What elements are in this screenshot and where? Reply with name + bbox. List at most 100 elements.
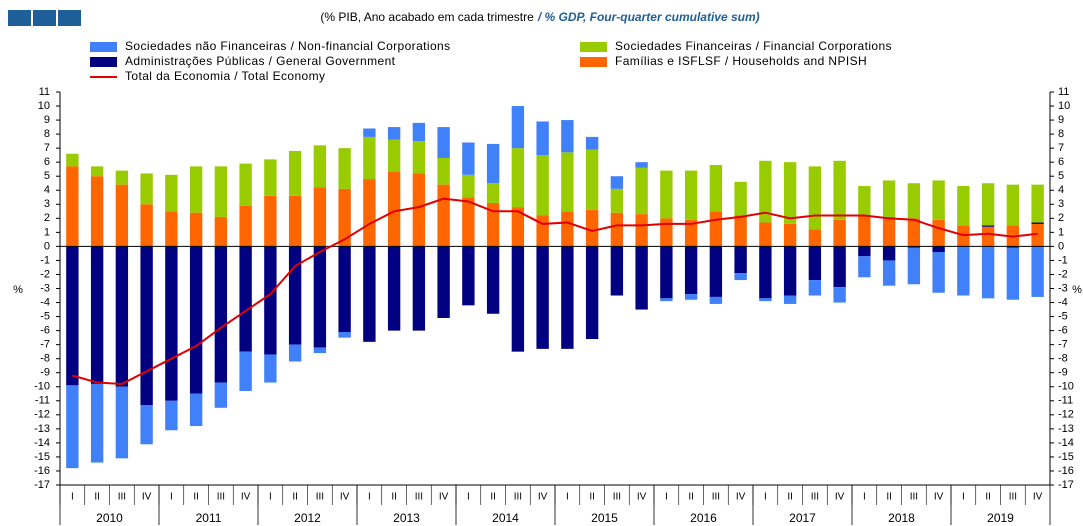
x-tick-label: III xyxy=(613,492,621,503)
bar xyxy=(66,153,79,167)
bar xyxy=(783,246,797,296)
bar xyxy=(511,148,525,208)
bar xyxy=(462,142,475,175)
y-tick-label-right: 5 xyxy=(1058,170,1064,182)
legend-swatch xyxy=(580,42,607,52)
bar xyxy=(239,205,252,247)
bar xyxy=(363,246,376,342)
total-line xyxy=(72,197,1038,385)
bar xyxy=(833,219,846,247)
x-tick-label: I xyxy=(170,492,173,503)
y-tick-label: -6 xyxy=(40,325,50,337)
x-tick-label: II xyxy=(193,492,199,503)
bar xyxy=(288,150,302,196)
legend-label: Administrações Públicas / General Govern… xyxy=(125,54,396,68)
title-en: / % GDP, Four-quarter cumulative sum) xyxy=(537,10,760,24)
year-label: 2017 xyxy=(789,511,816,525)
bar xyxy=(437,157,450,185)
bar xyxy=(486,143,500,184)
bar xyxy=(1031,222,1044,224)
y-tick-label: 2 xyxy=(44,212,50,224)
bar xyxy=(1006,184,1020,226)
bar xyxy=(635,214,648,247)
bar xyxy=(660,246,673,299)
bar xyxy=(536,215,549,247)
y-tick-label: 0 xyxy=(44,240,50,252)
bar xyxy=(660,218,673,247)
bar xyxy=(189,246,203,394)
bar xyxy=(486,183,500,203)
x-tick-label: I xyxy=(467,492,470,503)
year-label: 2019 xyxy=(987,511,1014,525)
bar xyxy=(214,246,228,383)
bar xyxy=(140,246,153,405)
y-tick-label: -10 xyxy=(34,381,50,393)
y-tick-label-right: -17 xyxy=(1058,479,1074,491)
bar xyxy=(511,246,525,352)
y-tick-label: -11 xyxy=(35,395,50,407)
bar xyxy=(932,219,945,247)
bar xyxy=(561,246,574,349)
y-tick-label: 4 xyxy=(44,184,50,196)
bar xyxy=(1031,246,1044,297)
bar xyxy=(288,246,302,345)
x-tick-label: I xyxy=(665,492,668,503)
bar xyxy=(808,166,822,230)
bar xyxy=(437,127,450,158)
y-tick-label: 11 xyxy=(39,86,50,98)
year-label: 2014 xyxy=(492,511,519,525)
bar xyxy=(387,127,401,140)
bar xyxy=(783,295,797,304)
bar xyxy=(165,246,178,401)
bar xyxy=(511,207,525,247)
legend-label: Famílias e ISFLSF / Households and NPISH xyxy=(615,54,867,68)
year-label: 2013 xyxy=(393,511,420,525)
bar xyxy=(759,222,772,247)
y-tick-label-right: -13 xyxy=(1058,423,1074,435)
y-tick-label-right: -14 xyxy=(1058,437,1074,449)
x-tick-label: I xyxy=(71,492,74,503)
bar xyxy=(264,159,277,196)
bar xyxy=(313,145,327,188)
bar xyxy=(561,211,574,247)
bar xyxy=(1031,223,1044,247)
bar xyxy=(338,188,351,247)
y-tick-label: -9 xyxy=(40,367,50,379)
bar xyxy=(387,172,401,247)
y-tick-label: 7 xyxy=(44,142,50,154)
bar xyxy=(412,141,426,174)
bar xyxy=(684,219,698,247)
bar xyxy=(313,187,327,247)
bar xyxy=(239,246,252,352)
y-tick-label-right: -11 xyxy=(1058,395,1073,407)
bar xyxy=(90,246,104,384)
x-tick-label: III xyxy=(316,492,324,503)
y-tick-label-right: 11 xyxy=(1058,86,1069,98)
bar xyxy=(932,180,945,220)
y-tick-label: -17 xyxy=(34,479,50,491)
bar xyxy=(189,166,203,213)
legend-swatch xyxy=(90,42,117,52)
bar xyxy=(635,167,648,215)
bar xyxy=(1006,246,1020,248)
bar xyxy=(412,173,426,247)
bar xyxy=(585,209,599,247)
year-label: 2010 xyxy=(96,511,123,525)
x-tick-label: II xyxy=(292,492,298,503)
bar xyxy=(66,385,79,469)
legend-label: Sociedades Financeiras / Financial Corpo… xyxy=(615,39,892,53)
x-tick-label: IV xyxy=(637,492,647,503)
x-tick-label: III xyxy=(118,492,126,503)
x-tick-label: III xyxy=(712,492,720,503)
bar xyxy=(1031,184,1044,223)
x-tick-label: IV xyxy=(142,492,152,503)
bar xyxy=(907,218,921,247)
y-tick-label: 10 xyxy=(38,100,50,112)
x-tick-label: I xyxy=(368,492,371,503)
bar xyxy=(561,152,574,212)
x-tick-label: IV xyxy=(340,492,350,503)
x-tick-label: III xyxy=(811,492,819,503)
y-tick-label-right: -6 xyxy=(1058,325,1068,337)
y-tick-label-right: -10 xyxy=(1058,381,1074,393)
